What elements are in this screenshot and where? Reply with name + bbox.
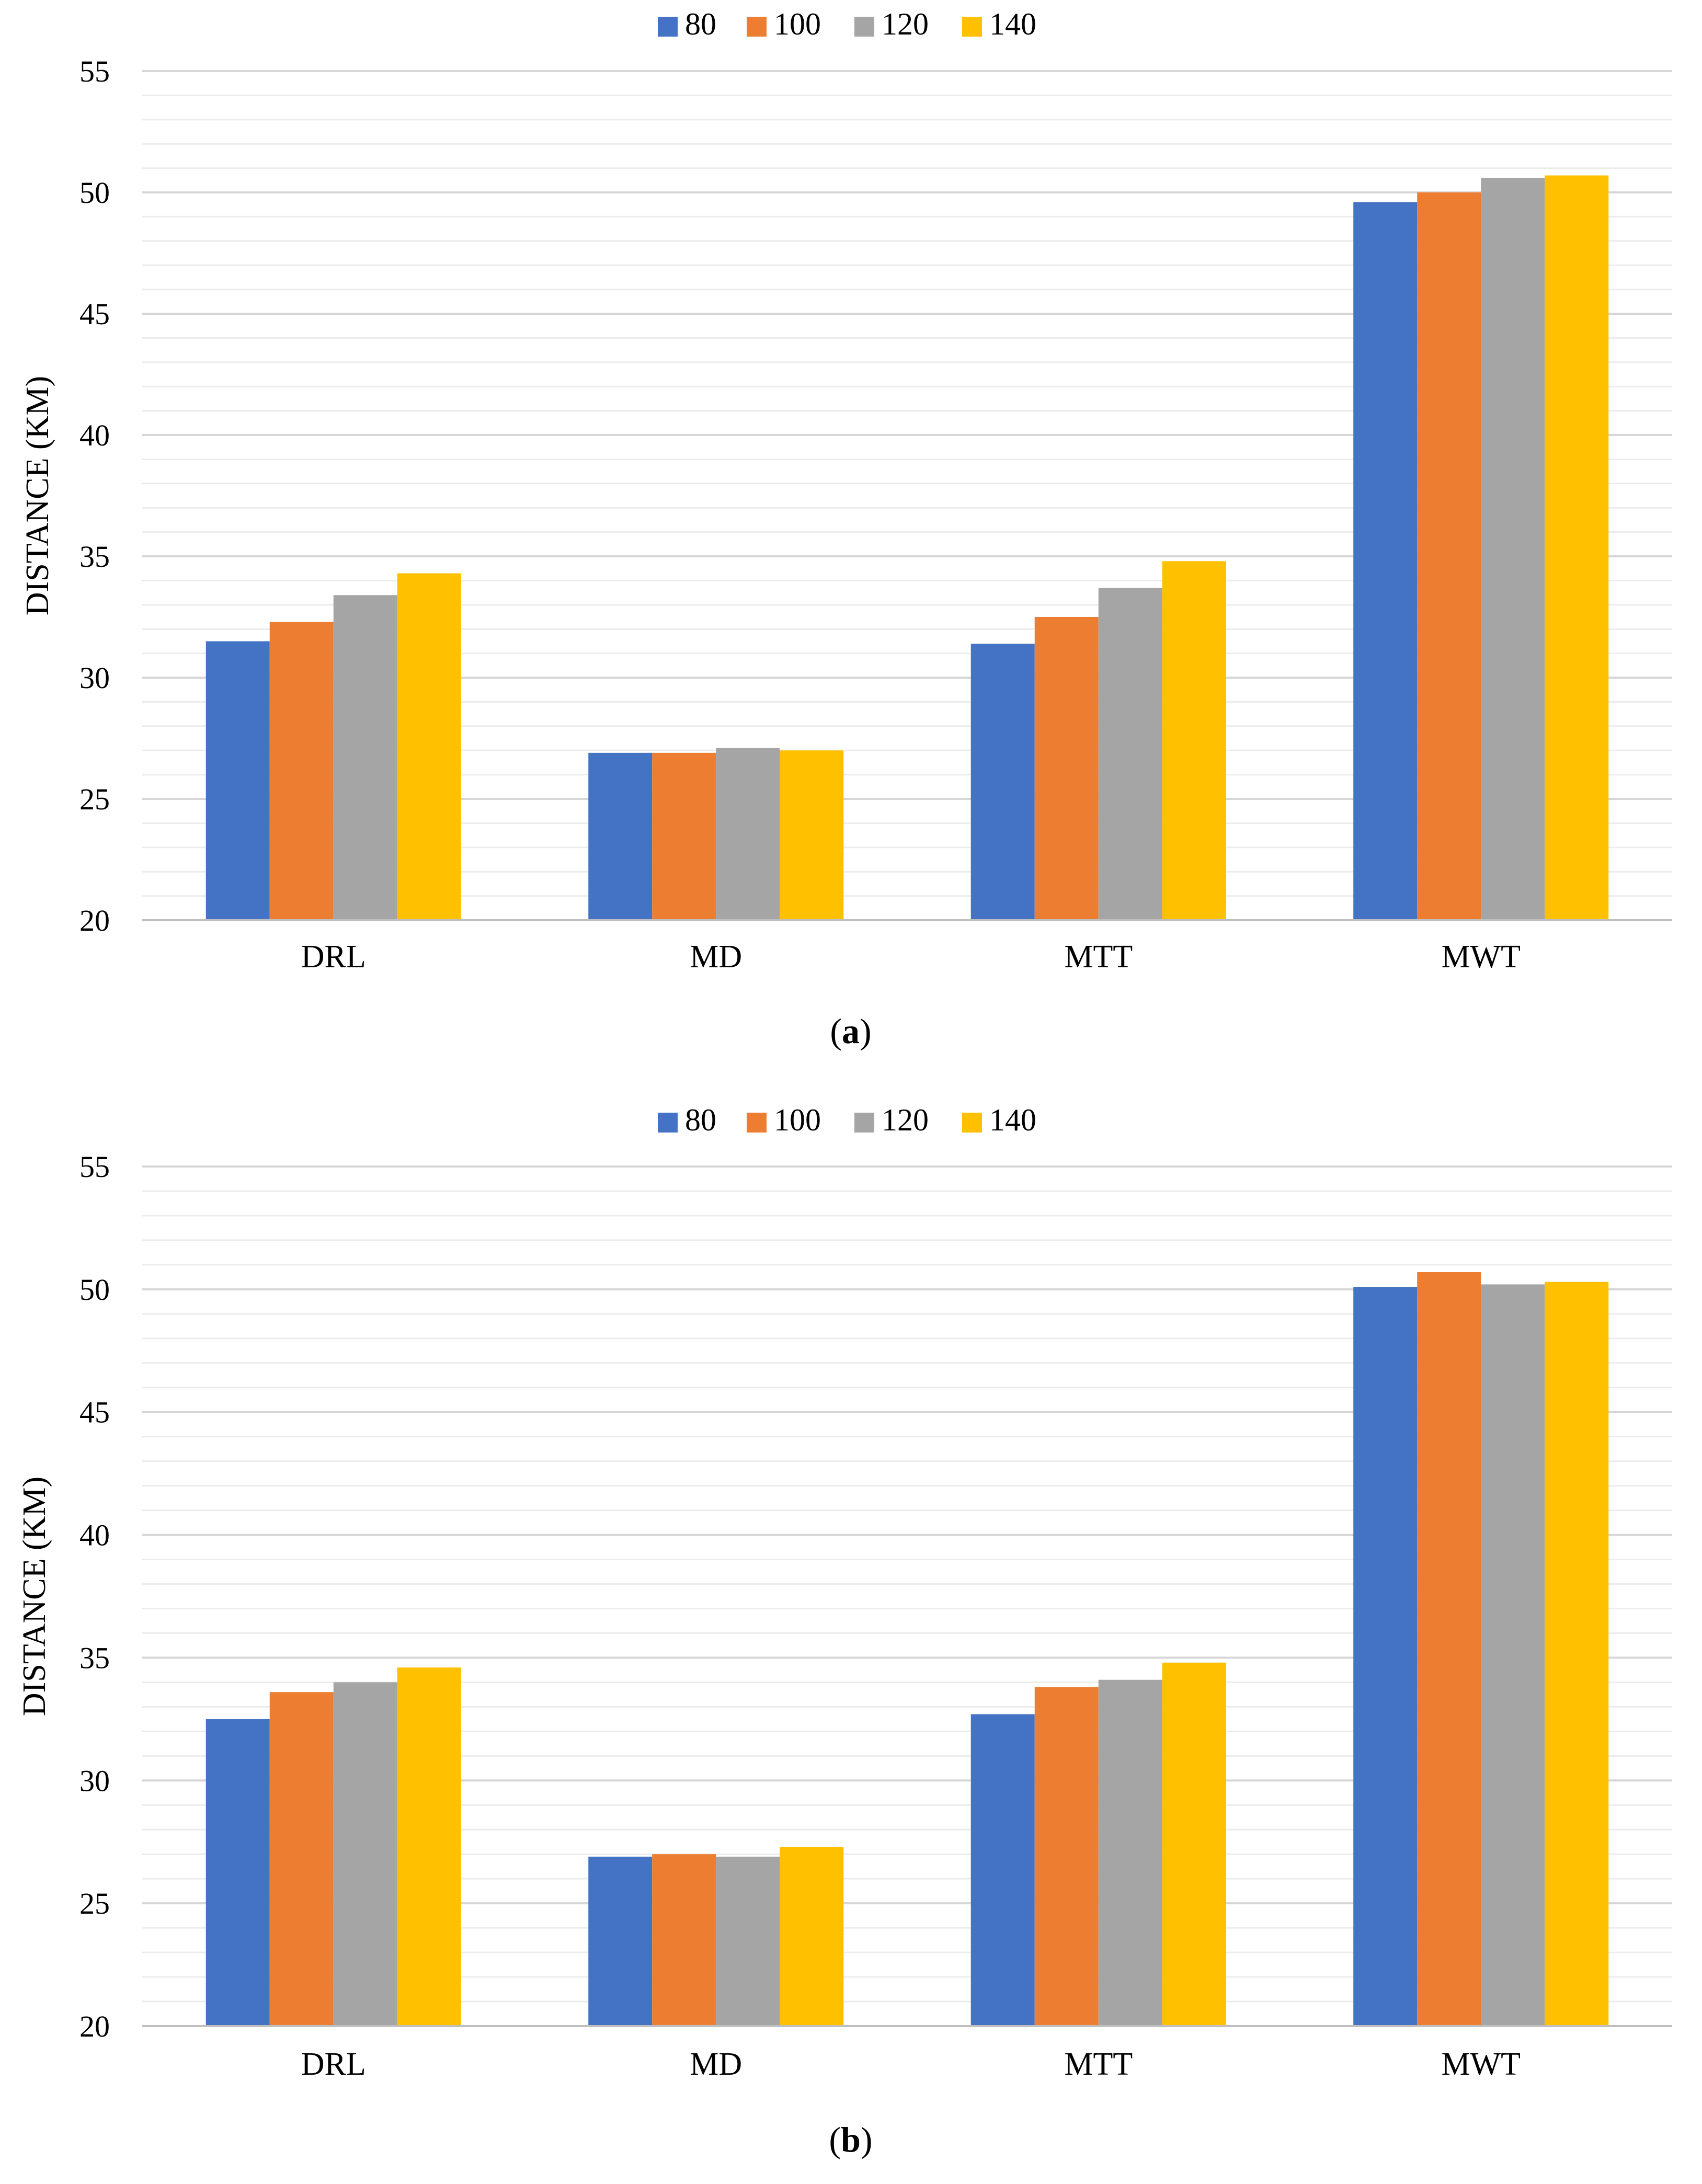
legend-swatch-100 xyxy=(747,17,767,37)
y-tick-label: 55 xyxy=(79,54,110,88)
legend-swatch-80 xyxy=(658,1113,678,1133)
y-tick-label: 35 xyxy=(79,540,110,574)
y-tick-label: 20 xyxy=(79,2009,110,2043)
caption-close-paren: ) xyxy=(860,1011,872,1051)
legend-label-120: 120 xyxy=(882,1103,929,1137)
y-tick-label: 55 xyxy=(79,1150,110,1184)
bar-mwt-120 xyxy=(1481,178,1545,920)
bar-mwt-120 xyxy=(1481,1284,1545,2026)
bar-mtt-120 xyxy=(1098,1679,1162,2026)
legend-label-80: 80 xyxy=(685,7,716,41)
y-tick-label: 40 xyxy=(79,1518,110,1552)
bar-drl-140 xyxy=(397,573,461,920)
x-category-label: MWT xyxy=(1441,2046,1521,2082)
bar-drl-80 xyxy=(205,1719,270,2026)
legend-swatch-140 xyxy=(962,17,982,37)
bar-mtt-120 xyxy=(1098,588,1162,920)
y-tick-label: 20 xyxy=(79,904,110,937)
bar-md-140 xyxy=(780,750,844,920)
legend-label-140: 140 xyxy=(989,1103,1036,1137)
bar-drl-100 xyxy=(269,622,334,920)
y-tick-label: 40 xyxy=(79,418,110,452)
bar-md-140 xyxy=(780,1847,844,2026)
y-tick-label: 45 xyxy=(79,297,110,331)
bar-mtt-80 xyxy=(970,1714,1035,2026)
y-axis-label: DISTANCE (KM) xyxy=(20,376,55,615)
caption-panel-letter: b xyxy=(841,2120,861,2159)
bar-md-120 xyxy=(716,748,780,920)
legend-label-120: 120 xyxy=(882,7,929,41)
caption-open-paren: ( xyxy=(830,1011,842,1051)
chart-panel-b: 20 25 30 35 40 45 50 55 DRL MD MTT MWT DISTANCE (KM)… xyxy=(0,1093,1702,2184)
y-tick-label: 30 xyxy=(79,1764,110,1798)
bar-md-100 xyxy=(652,1854,716,2026)
legend-label-140: 140 xyxy=(989,7,1036,41)
x-category-label: MWT xyxy=(1441,939,1521,975)
y-axis-label: DISTANCE (KM) xyxy=(17,1477,52,1716)
legend-swatch-100 xyxy=(747,1113,767,1133)
bar-mwt-100 xyxy=(1417,192,1481,920)
x-category-label: MTT xyxy=(1064,2046,1133,2082)
panel-caption: (b) xyxy=(829,2120,872,2159)
bar-mwt-140 xyxy=(1545,175,1609,920)
bar-mwt-100 xyxy=(1417,1272,1481,2026)
legend-label-80: 80 xyxy=(685,1103,716,1137)
legend-label-100: 100 xyxy=(774,7,821,41)
legend-label-100: 100 xyxy=(774,1103,821,1137)
bar-drl-100 xyxy=(269,1692,334,2026)
bar-md-80 xyxy=(588,1856,653,2026)
y-tick-label: 35 xyxy=(79,1641,110,1675)
bar-md-120 xyxy=(716,1856,780,2026)
bar-mtt-140 xyxy=(1162,1662,1226,2026)
bar-chart-b: 20 25 30 35 40 45 50 55 DRL MD MTT MWT DISTANCE (KM)… xyxy=(17,1103,1672,2159)
bar-md-80 xyxy=(588,752,653,920)
bar-drl-140 xyxy=(397,1667,461,2026)
bar-mtt-100 xyxy=(1034,1687,1099,2026)
y-tick-label: 45 xyxy=(79,1396,110,1430)
y-tick-label: 50 xyxy=(79,1273,110,1307)
y-tick-label: 30 xyxy=(79,661,110,695)
legend-swatch-140 xyxy=(962,1113,982,1133)
x-category-label: MTT xyxy=(1064,939,1133,975)
bar-md-100 xyxy=(652,752,716,920)
bar-mtt-100 xyxy=(1034,617,1099,920)
x-category-label: MD xyxy=(690,2046,742,2082)
x-category-label: DRL xyxy=(301,939,366,975)
bar-chart-a: 20 25 30 35 40 45 50 55 DRL MD MTT MWT DISTANCE (KM)… xyxy=(20,7,1672,1051)
x-category-label: MD xyxy=(690,939,742,975)
caption-panel-letter: a xyxy=(842,1011,860,1051)
legend-swatch-120 xyxy=(854,17,874,37)
bar-mwt-140 xyxy=(1545,1282,1609,2026)
bar-drl-120 xyxy=(333,1682,397,2026)
legend-swatch-80 xyxy=(658,17,678,37)
y-tick-label: 25 xyxy=(79,782,110,816)
bar-drl-120 xyxy=(333,595,397,920)
chart-panel-a: 20 25 30 35 40 45 50 55 DRL MD MTT MWT DISTANCE (KM)… xyxy=(20,7,1672,1051)
bar-drl-80 xyxy=(205,641,270,920)
caption-open-paren: ( xyxy=(829,2120,841,2159)
caption-close-paren: ) xyxy=(861,2120,873,2159)
y-tick-label: 25 xyxy=(79,1886,110,1920)
bar-mtt-140 xyxy=(1162,561,1226,920)
bar-mwt-80 xyxy=(1353,202,1418,920)
bar-mtt-80 xyxy=(970,644,1035,920)
legend-swatch-120 xyxy=(854,1113,874,1133)
panel-caption: (a) xyxy=(830,1011,871,1051)
y-tick-label: 50 xyxy=(79,176,110,210)
x-category-label: DRL xyxy=(301,2046,366,2082)
bar-mwt-80 xyxy=(1353,1287,1418,2026)
